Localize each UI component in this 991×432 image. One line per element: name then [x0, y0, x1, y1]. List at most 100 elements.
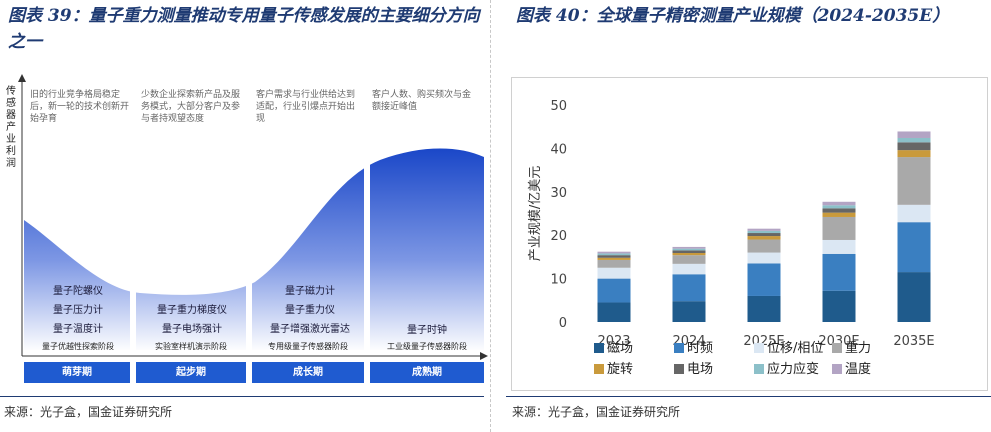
bar-segment — [897, 137, 931, 143]
bar-segment — [747, 263, 781, 296]
bar-segment — [672, 246, 706, 249]
wave-segment-3 — [252, 168, 364, 350]
bar-segment — [747, 233, 781, 237]
product-label: 量子压力计 — [53, 305, 103, 316]
bar-segment — [747, 228, 781, 231]
legend-item: 电场 — [674, 358, 713, 377]
bar-segment — [597, 267, 631, 279]
y-tick-label: 30 — [550, 186, 567, 201]
y-arrow-head — [18, 74, 26, 82]
x-tick-label: 2025E — [743, 334, 784, 349]
legend-swatch — [754, 343, 764, 353]
product-label: 量子增强激光雷达 — [270, 324, 350, 335]
phase-box-4: 成熟期 — [370, 362, 484, 383]
product-label: 量子时钟 — [407, 325, 447, 336]
legend-label: 重力 — [845, 341, 872, 356]
bar-segment — [822, 205, 856, 209]
bar-segment — [822, 201, 856, 206]
legend-item: 重力 — [832, 337, 871, 356]
y-tick-label: 10 — [550, 273, 567, 288]
bar-segment — [897, 131, 931, 138]
bar-segment — [747, 252, 781, 264]
right-source: 来源：光子盒，国金证券研究所 — [512, 405, 681, 419]
legend-item: 时频 — [674, 337, 713, 356]
bar-segment — [822, 290, 856, 322]
legend-item: 位移/相位 — [754, 337, 823, 356]
left-y-axis-title: 传感器产业利润 — [6, 86, 16, 169]
bar-segment — [747, 295, 781, 322]
wave-segment-2 — [136, 285, 246, 350]
bar-segment — [672, 301, 706, 322]
legend-item: 温度 — [832, 358, 871, 377]
product-label: 量子重力梯度仪 — [157, 305, 227, 316]
legend-swatch — [832, 364, 842, 374]
legend-item: 旋转 — [594, 358, 633, 377]
legend-label: 磁场 — [607, 341, 634, 356]
legend-swatch — [594, 343, 604, 353]
bar-segment — [897, 157, 931, 205]
x-tick-label: 2023 — [597, 334, 630, 349]
right-figure-title: 图表 40：全球量子精密测量产业规模（2024-2035E） — [516, 6, 950, 26]
legend-label: 旋转 — [607, 362, 634, 377]
legend-swatch — [674, 364, 684, 374]
wave-segment-1 — [24, 220, 130, 350]
bar-segment — [597, 259, 631, 268]
bar-segment — [822, 253, 856, 291]
y-axis-label: 产业规模/亿美元 — [528, 166, 543, 261]
legend-swatch — [674, 343, 684, 353]
phase-desc-1: 旧的行业竞争格局稳定后，新一轮的技术创新开始孕育 — [30, 90, 130, 124]
bar-segment — [672, 255, 706, 264]
legend-label: 应力应变 — [767, 362, 820, 377]
x-tick-label: 2035E — [893, 334, 934, 349]
right-source-rule — [506, 396, 991, 397]
legend-label: 电场 — [687, 362, 714, 377]
bar-segment — [597, 253, 631, 256]
bar-segment — [822, 216, 856, 240]
legend-label: 温度 — [845, 362, 872, 377]
bar-segment — [747, 230, 781, 234]
x-tick-label: 2030E — [818, 334, 859, 349]
bar-segment — [597, 278, 631, 303]
lifecycle-diagram — [18, 74, 488, 360]
bar-segment — [747, 239, 781, 253]
bar-segment — [672, 248, 706, 251]
legend-label: 位移/相位 — [767, 341, 824, 356]
product-label: 量子陀螺仪 — [53, 286, 103, 297]
phase-desc-2: 少数企业探索新产品及服务模式，大部分客户及参与者持观望态度 — [141, 90, 241, 124]
y-tick-label: 40 — [550, 142, 567, 157]
bar-segment — [672, 252, 706, 256]
y-tick-label: 20 — [550, 229, 567, 244]
bar-segment — [672, 274, 706, 302]
bar-segment — [597, 251, 631, 254]
bar-segment — [597, 255, 631, 258]
left-source: 来源：光子盒，国金证券研究所 — [4, 405, 173, 419]
stage-label-1: 量子优越性探索阶段 — [42, 342, 114, 351]
product-label: 量子重力仪 — [285, 305, 335, 316]
bar-segment — [897, 204, 931, 223]
product-label: 量子温度计 — [53, 324, 103, 335]
bar-segment — [597, 257, 631, 260]
bar-segment — [897, 222, 931, 273]
bar-segment — [672, 250, 706, 253]
left-source-rule — [0, 396, 484, 397]
bar-segment — [897, 150, 931, 158]
phase-desc-3: 客户需求与行业供给达到适配，行业引爆点开始出现 — [256, 90, 356, 124]
stage-label-4: 工业级量子传感器阶段 — [387, 342, 467, 351]
stage-label-3: 专用级量子传感器阶段 — [268, 342, 348, 351]
left-figure-title: 图表 39：量子重力测量推动专用量子传感发展的主要细分方向之一 — [8, 6, 480, 52]
bar-segment — [822, 212, 856, 217]
bar-segment — [897, 272, 931, 322]
product-label: 量子磁力计 — [285, 286, 335, 297]
legend-swatch — [832, 343, 842, 353]
bar-segment — [822, 208, 856, 213]
phase-box-1: 萌芽期 — [24, 362, 130, 383]
y-tick-label: 50 — [550, 99, 567, 114]
bar-segment — [597, 302, 631, 322]
x-arrow-head — [480, 352, 488, 360]
product-label: 量子电场强计 — [162, 324, 222, 335]
phase-box-3: 成长期 — [252, 362, 364, 383]
legend-item: 应力应变 — [754, 358, 819, 377]
bar-segment — [897, 142, 931, 151]
phase-box-2: 起步期 — [136, 362, 246, 383]
